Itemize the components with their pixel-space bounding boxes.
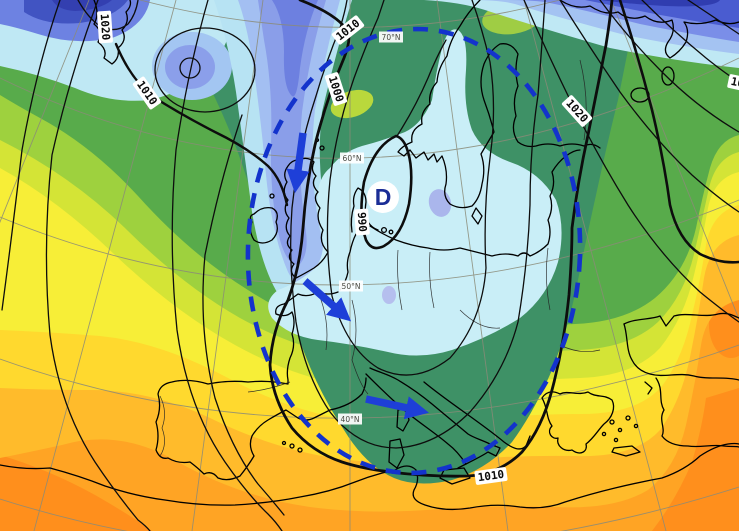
isobar-label-990: 990 bbox=[354, 208, 370, 236]
svg-text:70°N: 70°N bbox=[382, 33, 401, 42]
svg-text:50°N: 50°N bbox=[342, 282, 361, 291]
flow-arrows bbox=[286, 132, 429, 420]
country-borders bbox=[159, 59, 601, 457]
flow-arrow-south bbox=[365, 395, 429, 420]
svg-text:1010: 1010 bbox=[477, 468, 505, 485]
isobar-label-east-edge: 1040 bbox=[727, 74, 739, 94]
svg-text:60°N: 60°N bbox=[343, 154, 362, 163]
isobar-label-1010-south: 1010 bbox=[474, 467, 508, 485]
latitude-label-60n: 60°N bbox=[340, 152, 364, 164]
low-pressure-marker: D bbox=[367, 181, 399, 213]
svg-text:990: 990 bbox=[355, 212, 369, 233]
latitude-label-40n: 40°N bbox=[338, 413, 362, 425]
isobar-label-1020-nw: 1020 bbox=[97, 10, 113, 44]
latitude-label-70n: 70°N bbox=[379, 31, 403, 43]
svg-text:40°N: 40°N bbox=[341, 415, 360, 424]
svg-text:1040: 1040 bbox=[730, 75, 739, 93]
coastlines bbox=[0, 0, 739, 511]
svg-text:D: D bbox=[375, 184, 392, 210]
flow-arrow-central bbox=[302, 278, 352, 322]
flow-arrow-north bbox=[286, 132, 310, 194]
low-pressure-disc bbox=[367, 181, 399, 213]
svg-text:1020: 1020 bbox=[98, 13, 113, 40]
isobar-labels: 1020 1010 1010 1000 990 1020 1040 1010 bbox=[97, 10, 739, 485]
highlight-ellipse bbox=[245, 26, 583, 476]
latitude-labels: 70°N 60°N 50°N 40°N bbox=[338, 31, 403, 425]
latitude-label-50n: 50°N bbox=[339, 280, 363, 292]
